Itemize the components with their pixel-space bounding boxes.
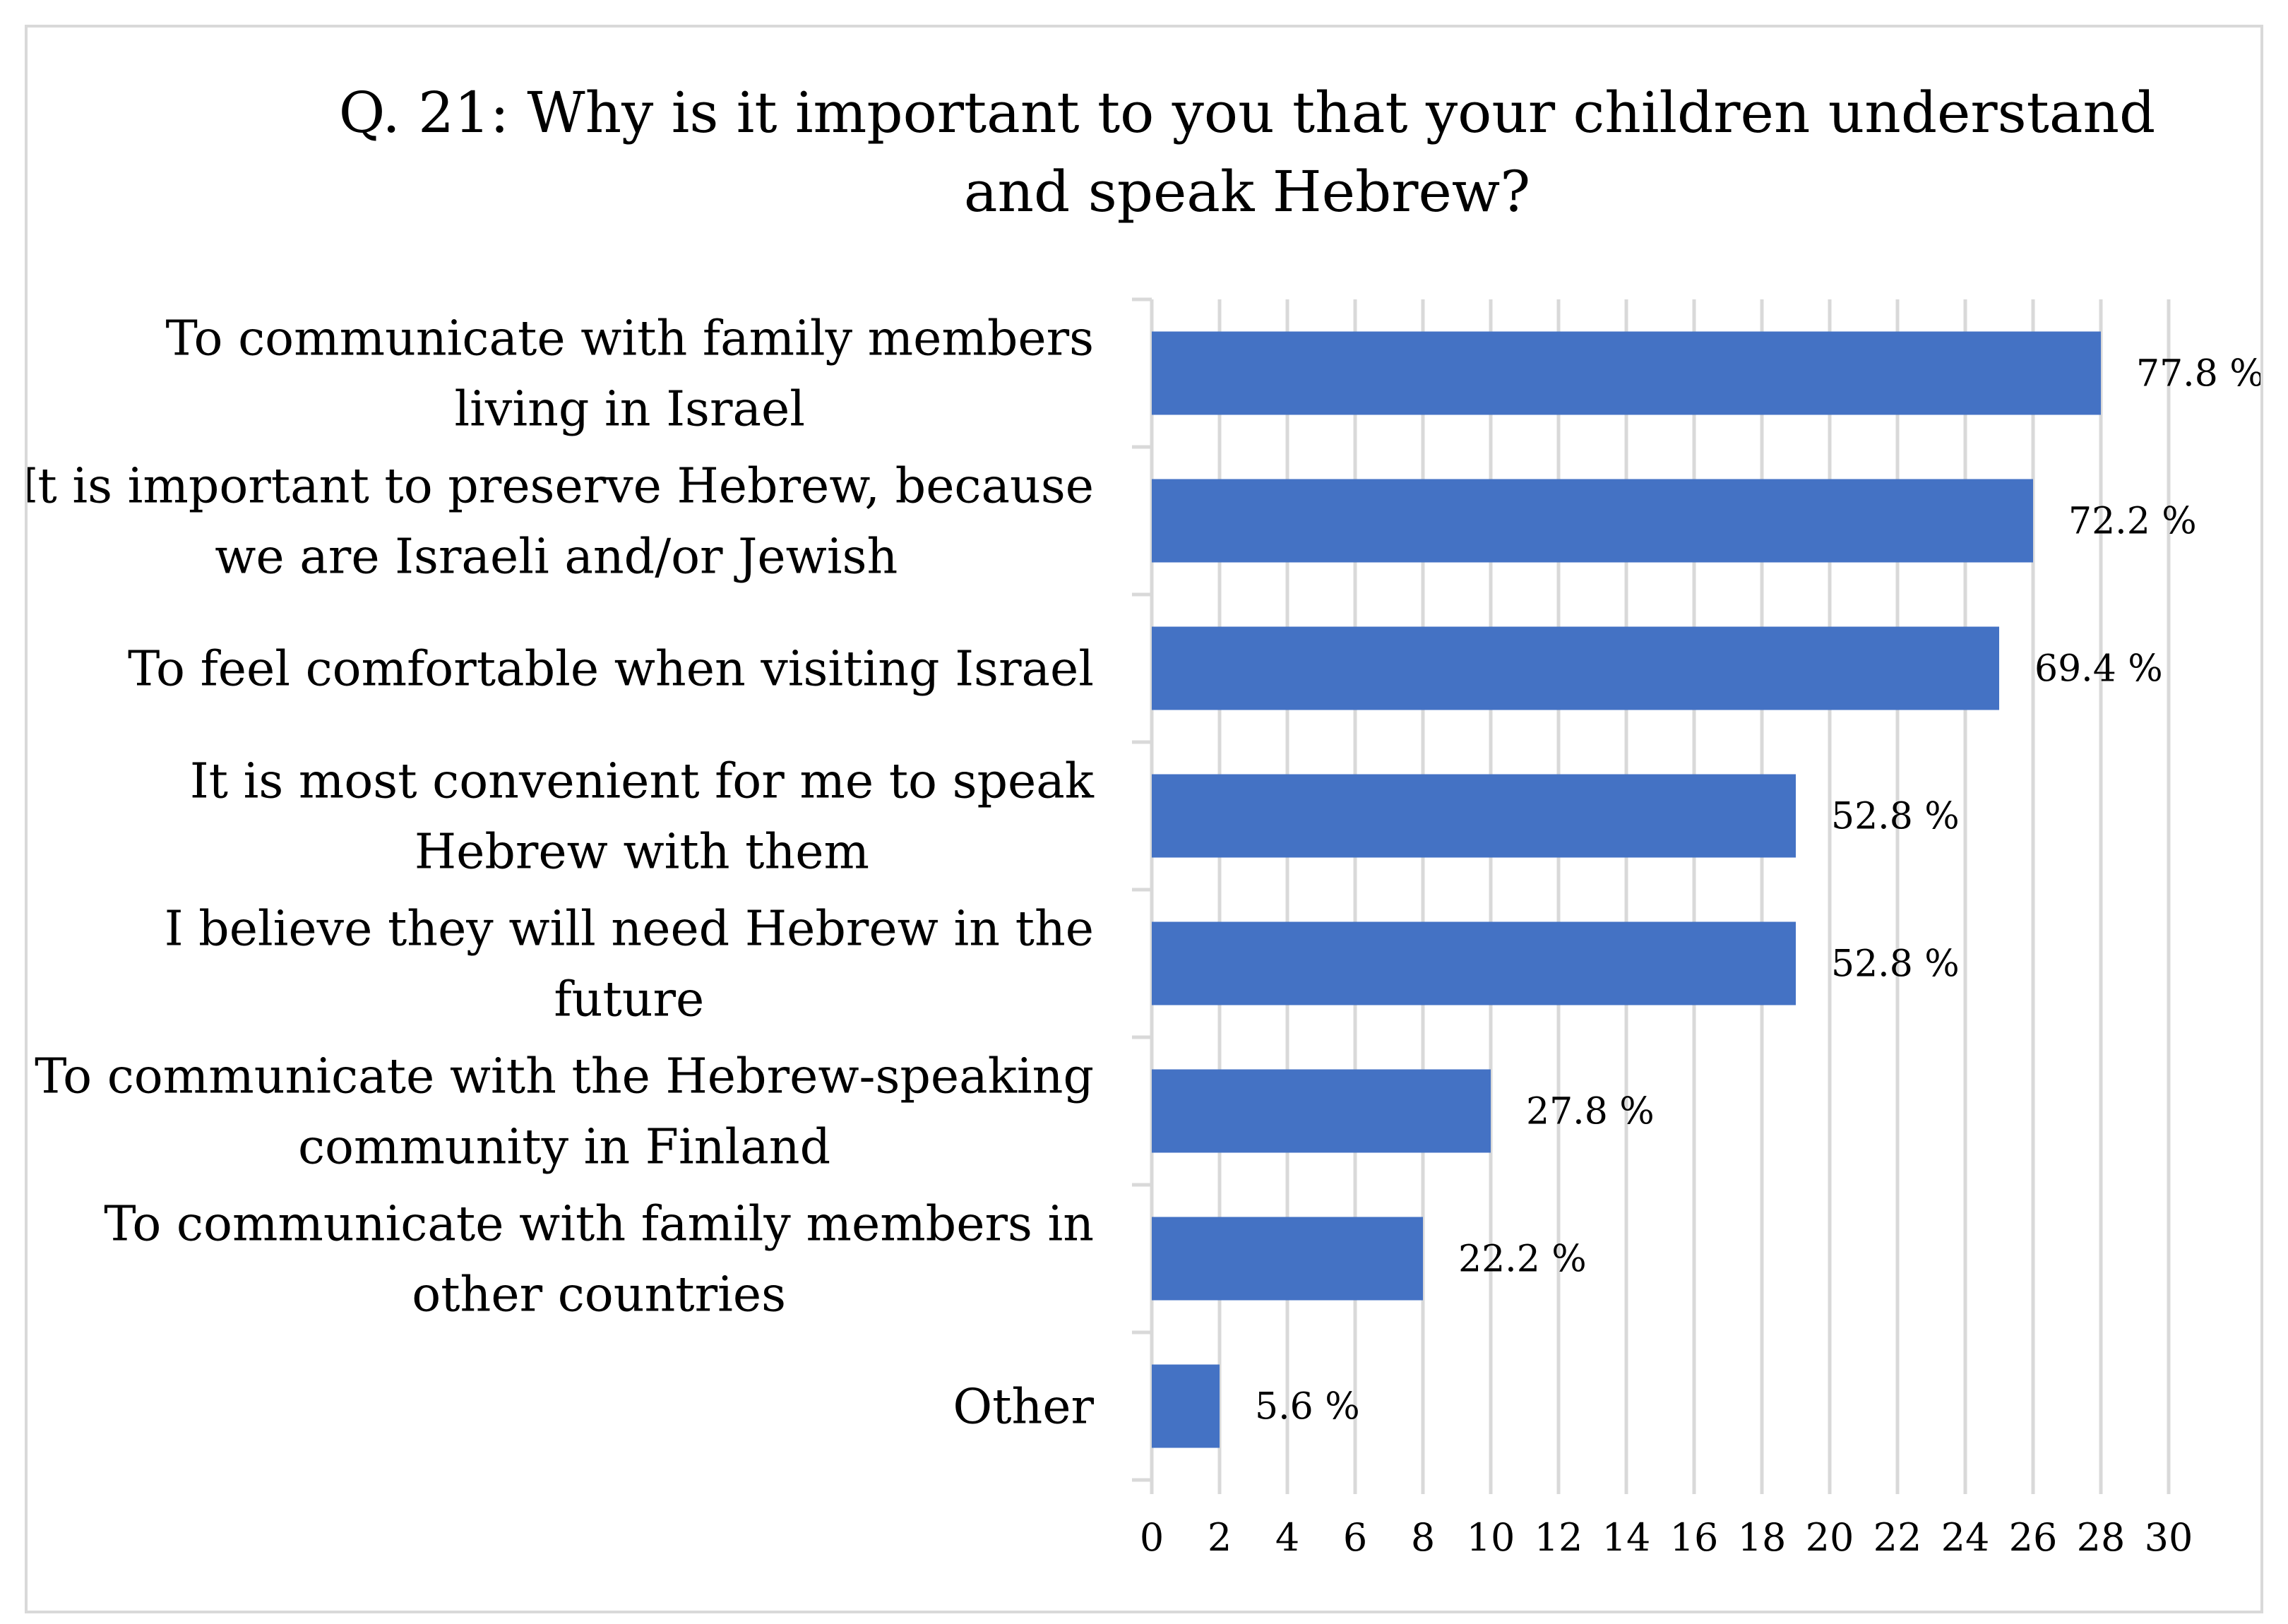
category-label: I believe they will need Hebrew in the — [165, 902, 1094, 957]
data-label: 69.4 % — [2034, 648, 2163, 691]
category-label: It is most convenient for me to speak — [190, 754, 1095, 810]
data-label: 27.8 % — [1526, 1091, 1655, 1133]
x-tick-labels: 0 2 4 6 8 10 12 14 16 18 20 22 24 26 28 30 — [1140, 1515, 2193, 1560]
category-label: To communicate with family members in — [104, 1197, 1094, 1253]
chart-frame: Q. 21: Why is it important to you that y… — [25, 25, 2263, 1613]
bar — [1152, 626, 1999, 710]
x-tick-label: 20 — [1806, 1515, 1854, 1560]
x-tick-label: 2 — [1208, 1515, 1232, 1560]
category-label: Other — [953, 1380, 1094, 1435]
category-label: Hebrew with them — [415, 825, 869, 880]
data-label: 52.8 % — [1831, 943, 1960, 986]
x-tick-label: 10 — [1467, 1515, 1515, 1560]
x-tick-label: 18 — [1738, 1515, 1787, 1560]
category-label: To feel comfortable when visiting Israel — [128, 642, 1094, 698]
chart-title-line: and speak Hebrew? — [964, 159, 1530, 225]
x-tick-label: 22 — [1873, 1515, 1922, 1560]
gridlines — [1217, 299, 2171, 1480]
data-label: 52.8 % — [1831, 796, 1960, 838]
bar-chart: Q. 21: Why is it important to you that y… — [28, 80, 2260, 1560]
x-tick-label: 16 — [1670, 1515, 1719, 1560]
x-tick-label: 14 — [1602, 1515, 1651, 1560]
bar — [1152, 331, 2101, 415]
bar — [1152, 1217, 1423, 1301]
category-label: To communicate with the Hebrew-speaking — [35, 1049, 1094, 1105]
data-label: 77.8 % — [2136, 353, 2260, 395]
chart-title: Q. 21: Why is it important to you that y… — [339, 80, 2156, 225]
x-tick-label: 28 — [2077, 1515, 2126, 1560]
category-label: other countries — [412, 1267, 786, 1323]
category-label: It is important to preserve Hebrew, beca… — [28, 459, 1094, 515]
data-labels: 77.8 % 72.2 % 69.4 % 52.8 % 52.8 % 27.8 % 22.2… — [1255, 353, 2260, 1428]
x-tick-label: 12 — [1535, 1515, 1583, 1560]
x-tick-label: 26 — [2009, 1515, 2058, 1560]
data-label: 72.2 % — [2068, 501, 2197, 543]
data-label: 5.6 % — [1255, 1386, 1360, 1428]
category-label: we are Israeli and/or Jewish — [215, 530, 898, 585]
bar — [1152, 1364, 1220, 1448]
bar — [1152, 1069, 1491, 1153]
x-tick-label: 8 — [1411, 1515, 1435, 1560]
x-tick-label: 0 — [1140, 1515, 1164, 1560]
x-tick-label: 4 — [1275, 1515, 1299, 1560]
bars — [1152, 331, 2101, 1448]
category-label: community in Finland — [298, 1120, 830, 1176]
chart-title-line: Q. 21: Why is it important to you that y… — [339, 80, 2156, 145]
category-label: living in Israel — [454, 382, 805, 438]
x-tick-label: 30 — [2145, 1515, 2193, 1560]
category-label: future — [554, 972, 704, 1028]
category-labels: To communicate with family members living… — [28, 311, 1095, 1435]
bar — [1152, 774, 1796, 858]
data-label: 22.2 % — [1458, 1238, 1587, 1281]
x-tick-label: 24 — [1941, 1515, 1990, 1560]
x-tick-label: 6 — [1343, 1515, 1367, 1560]
bar — [1152, 921, 1796, 1005]
category-label: To communicate with family members — [165, 311, 1094, 367]
bar — [1152, 479, 2033, 563]
